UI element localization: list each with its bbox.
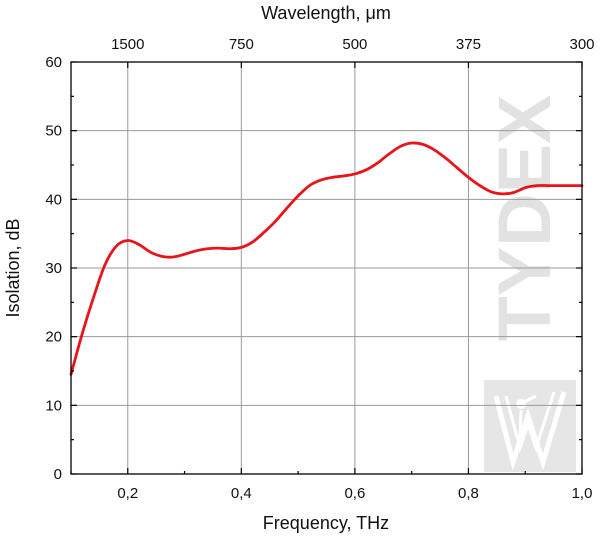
y-tick-label: 10	[45, 397, 62, 414]
tick-labels: 0 10 20 30 40 50 60 0,2 0,4 0,6 0,8 1,0 1500 750 500 37…	[45, 36, 594, 502]
x2-tick-label: 300	[569, 36, 594, 53]
y-tick-label: 40	[45, 191, 62, 208]
grid	[71, 62, 582, 474]
y-tick-label: 0	[54, 466, 62, 483]
y-tick-label: 50	[45, 123, 62, 140]
ticks	[70, 61, 583, 475]
x-tick-label: 0,8	[458, 485, 479, 502]
x-tick-label: 1,0	[572, 485, 593, 502]
tydex-logo-icon	[484, 380, 576, 472]
tydex-watermark: TYDEX	[483, 95, 576, 472]
watermark-text: TYDEX	[483, 95, 566, 342]
x2-tick-label: 750	[229, 36, 254, 53]
y-tick-label: 20	[45, 329, 62, 346]
isolation-curve	[69, 141, 584, 376]
x-tick-label: 0,4	[231, 485, 252, 502]
x2-tick-label: 1500	[111, 36, 144, 53]
x2-tick-label: 375	[456, 36, 481, 53]
x2-tick-label: 500	[342, 36, 367, 53]
series-layer	[69, 141, 584, 376]
x-tick-label: 0,6	[344, 485, 365, 502]
x-axis-title: Frequency, THz	[263, 513, 389, 533]
y-tick-label: 30	[45, 260, 62, 277]
y-tick-label: 60	[45, 54, 62, 71]
y-axis-title: Isolation, dB	[3, 218, 23, 317]
x2-axis-title: Wavelength, μm	[261, 3, 391, 23]
x-tick-label: 0,2	[117, 485, 138, 502]
